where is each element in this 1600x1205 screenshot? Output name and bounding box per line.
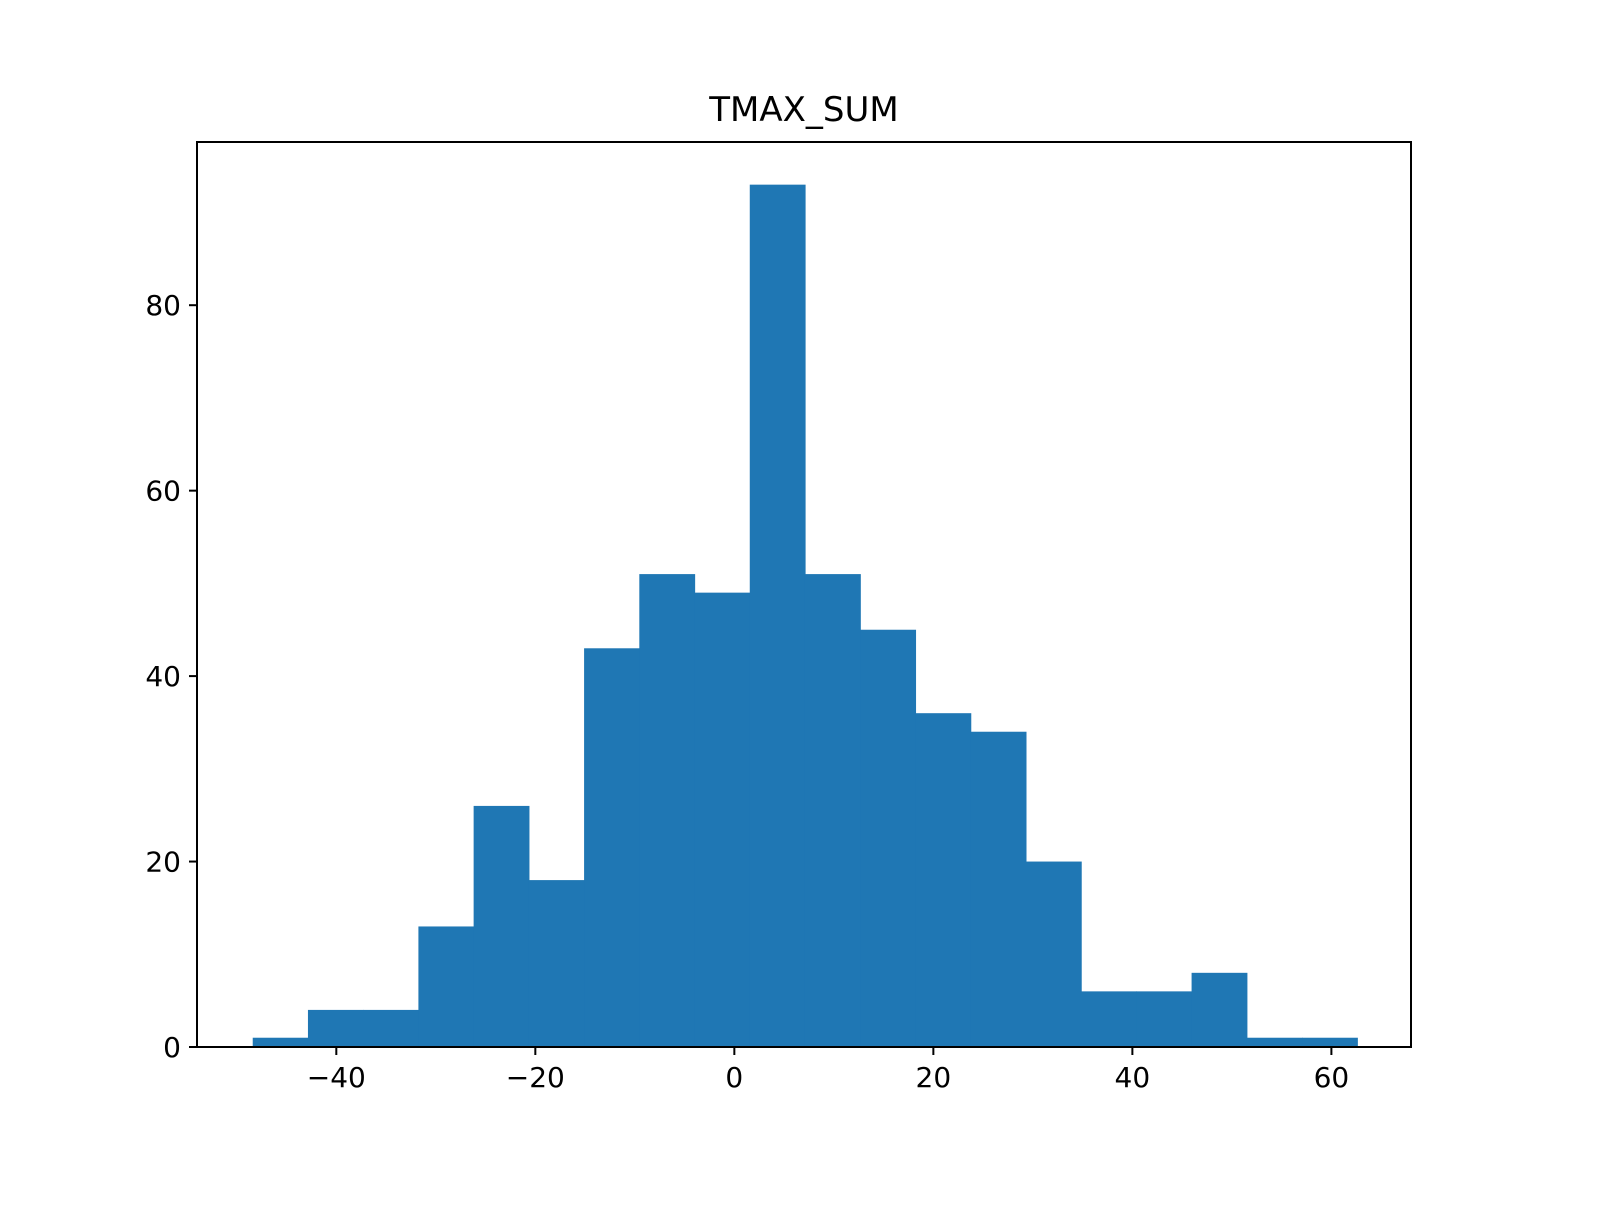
y-tick-label: 40 xyxy=(145,660,181,693)
x-tick-label: 20 xyxy=(916,1061,952,1094)
histogram-bar xyxy=(970,731,1027,1047)
x-tick-label: −40 xyxy=(307,1061,366,1094)
x-tick-label: 60 xyxy=(1314,1061,1350,1094)
histogram-bar xyxy=(639,574,696,1047)
histogram-bar xyxy=(473,805,530,1047)
y-tick-label: 80 xyxy=(145,289,181,322)
y-axis: 0 20 40 60 80 xyxy=(145,289,197,1064)
histogram-bar xyxy=(860,629,917,1047)
histogram-bar xyxy=(528,880,585,1047)
y-tick-label: 60 xyxy=(145,475,181,508)
histogram-bar xyxy=(1302,1037,1358,1047)
histogram-bar xyxy=(584,648,640,1047)
histogram-bar xyxy=(694,592,751,1047)
histogram-bar xyxy=(1081,991,1137,1047)
x-tick-label: −20 xyxy=(506,1061,565,1094)
x-tick-label: 0 xyxy=(725,1061,743,1094)
histogram-bar xyxy=(804,574,861,1047)
histogram-bar xyxy=(418,926,475,1047)
histogram-bar xyxy=(1191,972,1248,1047)
y-tick-label: 20 xyxy=(145,846,181,879)
x-tick-label: 40 xyxy=(1115,1061,1151,1094)
histogram-bar xyxy=(749,184,806,1047)
histogram-bar xyxy=(363,1009,420,1047)
bars-group xyxy=(252,184,1358,1047)
histogram-bar xyxy=(307,1009,364,1047)
plot-frame xyxy=(196,141,1412,1048)
histogram-bar xyxy=(252,1037,309,1047)
x-axis: −40 −20 0 20 40 60 xyxy=(307,1047,1349,1094)
histogram-bar xyxy=(915,713,972,1047)
chart-title: TMAX_SUM xyxy=(708,90,898,130)
histogram-bar xyxy=(1246,1037,1303,1047)
y-tick-label: 0 xyxy=(163,1031,181,1064)
histogram-bar xyxy=(1025,861,1082,1047)
histogram-bar xyxy=(1136,991,1193,1047)
